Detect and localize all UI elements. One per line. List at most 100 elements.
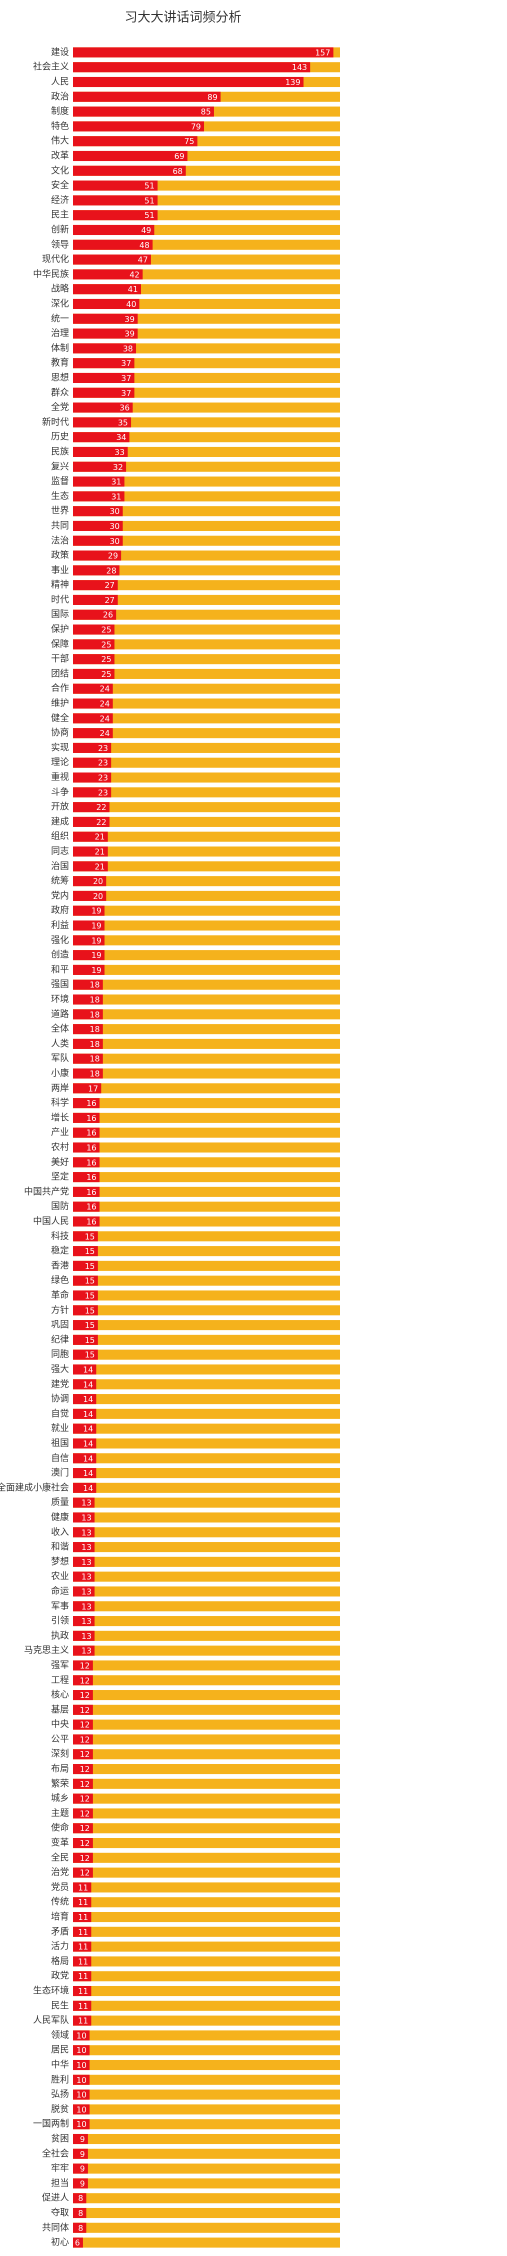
category-label: 政治 (51, 90, 69, 102)
category-label: 协商 (51, 727, 69, 739)
category-label: 繁荣 (51, 1777, 69, 1789)
bar-track (73, 1305, 340, 1316)
category-label: 香港 (51, 1259, 69, 1271)
category-label: 伟大 (51, 135, 69, 147)
category-label: 事业 (51, 564, 69, 576)
bar-track (73, 1394, 340, 1405)
value-label: 16 (86, 1129, 96, 1138)
bar (73, 1408, 97, 1419)
value-label: 8 (78, 2194, 83, 2203)
value-label: 35 (118, 418, 128, 427)
category-label: 体制 (51, 342, 69, 354)
bar-track (73, 269, 340, 280)
value-label: 17 (88, 1084, 98, 1093)
value-label: 9 (80, 2135, 85, 2144)
category-label: 教育 (51, 357, 69, 369)
bar-track (73, 2178, 340, 2189)
value-label: 12 (80, 1780, 90, 1789)
value-label: 24 (100, 714, 110, 723)
category-label: 矛盾 (51, 1926, 69, 1937)
category-label: 法治 (51, 534, 69, 546)
bar (73, 668, 115, 679)
bar (73, 1320, 98, 1331)
bar (73, 254, 151, 265)
category-label: 稳定 (51, 1245, 69, 1257)
category-label: 执政 (51, 1629, 69, 1641)
bar-track (73, 1172, 340, 1183)
bar-track (73, 1823, 340, 1834)
bar-track (73, 1482, 340, 1493)
bar (73, 580, 118, 591)
value-label: 11 (78, 1987, 88, 1996)
bar (73, 1838, 93, 1849)
category-label: 培育 (51, 1911, 69, 1923)
value-label: 18 (90, 1025, 100, 1034)
bar (73, 1926, 92, 1937)
bar-track (73, 1985, 340, 1997)
category-label: 居民 (51, 2045, 69, 2056)
bar-track (73, 816, 340, 827)
category-label: 理论 (51, 756, 69, 768)
value-label: 19 (91, 951, 101, 960)
value-label: 12 (80, 1691, 90, 1700)
value-label: 16 (86, 1173, 96, 1182)
bar-track (73, 1053, 340, 1064)
bar-track (73, 491, 340, 502)
bar (73, 876, 107, 887)
bar-track (73, 1231, 340, 1242)
bar-track (73, 1852, 340, 1863)
bar-track (73, 210, 340, 221)
category-label: 纪律 (51, 1333, 69, 1345)
bar (73, 506, 123, 517)
bar-track (73, 876, 340, 887)
bar-track (73, 1127, 340, 1138)
bar-track (73, 1438, 340, 1449)
category-label: 协调 (51, 1393, 69, 1405)
bar-track (73, 2015, 340, 2026)
bar-track (73, 2119, 340, 2130)
bar-track (73, 1660, 340, 1671)
value-label: 36 (120, 404, 130, 413)
category-label: 担当 (51, 2177, 69, 2189)
category-label: 全面建成小康社会 (0, 1481, 69, 1493)
category-label: 健全 (51, 712, 69, 724)
category-label: 科技 (51, 1230, 69, 1242)
value-label: 51 (144, 182, 154, 191)
bar-track (73, 757, 340, 768)
value-label: 14 (83, 1365, 93, 1374)
bar (73, 150, 188, 162)
bar-track (73, 1911, 340, 1923)
bar (73, 1127, 100, 1138)
value-label: 24 (100, 700, 110, 709)
category-label: 公平 (51, 1734, 69, 1745)
category-label: 战略 (51, 283, 69, 295)
category-label: 革命 (51, 1289, 69, 1301)
value-label: 14 (83, 1425, 93, 1434)
value-label: 28 (106, 566, 116, 575)
bar (73, 802, 110, 813)
bar (73, 905, 105, 916)
value-label: 20 (93, 892, 103, 901)
category-label: 中华 (51, 2059, 69, 2071)
category-label: 中华民族 (33, 268, 69, 280)
category-label: 就业 (51, 1422, 69, 1434)
bar (73, 1586, 95, 1597)
category-label: 军队 (51, 1052, 69, 1064)
bar (73, 565, 120, 576)
bar (73, 432, 130, 443)
bar-track (73, 254, 340, 265)
category-label: 核心 (51, 1689, 69, 1701)
bar-track (73, 1926, 340, 1937)
bar (73, 1379, 97, 1390)
category-label: 中央 (51, 1718, 69, 1730)
bar (73, 639, 115, 650)
bar-track (73, 1690, 340, 1701)
category-label: 历史 (51, 431, 69, 443)
bar-track (73, 1838, 340, 1849)
bar (73, 1172, 100, 1183)
category-label: 和平 (51, 964, 69, 975)
category-label: 同志 (51, 845, 69, 857)
category-label: 传统 (51, 1896, 69, 1908)
chart-title: 习大大讲话词频分析 (124, 11, 241, 26)
bar (73, 935, 105, 946)
